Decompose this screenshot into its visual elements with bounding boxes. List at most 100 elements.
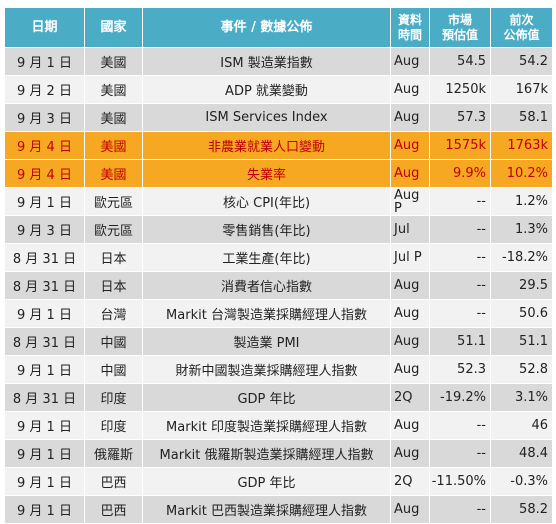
- cell-forecast: 57.3: [429, 103, 491, 132]
- table-row: 9 月 3 日美國 ISM Services Index Aug 57.3 58.1: [4, 103, 553, 132]
- cell-previous: 46: [490, 411, 553, 440]
- cell-country: 美國: [84, 103, 143, 132]
- cell-date: 9 月 1 日: [4, 467, 85, 496]
- cell-event: 失業率: [142, 159, 391, 188]
- cell-forecast: --: [429, 243, 491, 272]
- table-row: 9 月 1 日巴西 Markit 巴西製造業採購經理人指數 Aug -- 58.2: [4, 495, 553, 524]
- table-row: 9 月 4 日美國 非農業就業人口變動 Aug 1575k 1763k: [4, 131, 553, 160]
- cell-forecast: --: [429, 495, 491, 524]
- cell-period: Jul P: [390, 243, 430, 272]
- cell-country: 印度: [84, 411, 143, 440]
- table-row: 9 月 1 日印度 Markit 印度製造業採購經理人指數 Aug -- 46: [4, 411, 553, 440]
- cell-forecast: -11.50%: [429, 467, 491, 496]
- cell-previous: 1763k: [490, 131, 553, 160]
- table-row: 9 月 1 日台灣 Markit 台灣製造業採購經理人指數 Aug -- 50.6: [4, 299, 553, 328]
- cell-period: Aug: [390, 159, 430, 188]
- header-period: 資料 時間: [390, 7, 430, 48]
- cell-previous: 58.2: [490, 495, 553, 524]
- cell-event: GDP 年比: [142, 467, 391, 496]
- table-row: 9 月 1 日俄羅斯 Markit 俄羅斯製造業採購經理人指數 Aug -- 48.4: [4, 439, 553, 468]
- cell-event: ISM 製造業指數: [142, 47, 391, 76]
- cell-event: Markit 印度製造業採購經理人指數: [142, 411, 391, 440]
- cell-country: 美國: [84, 159, 143, 188]
- cell-forecast: --: [429, 215, 491, 244]
- cell-event: 工業生產(年比): [142, 243, 391, 272]
- cell-country: 美國: [84, 75, 143, 104]
- cell-date: 9 月 1 日: [4, 355, 85, 384]
- header-period-line2: 時間: [397, 27, 422, 42]
- header-previous-line1: 前次: [509, 12, 534, 27]
- table-row: 8 月 31 日日本 消費者信心指數 Aug -- 29.5: [4, 271, 553, 300]
- table-row: 9 月 1 日巴西 GDP 年比 2Q -11.50% -0.3%: [4, 467, 553, 496]
- cell-country: 日本: [84, 271, 143, 300]
- cell-previous: 10.2%: [490, 159, 553, 188]
- cell-event: 財新中國製造業採購經理人指數: [142, 355, 391, 384]
- header-event: 事件 / 數據公佈: [142, 7, 391, 48]
- cell-forecast: --: [429, 187, 491, 216]
- cell-period: Aug: [390, 131, 430, 160]
- cell-date: 9 月 3 日: [4, 215, 85, 244]
- cell-previous: 3.1%: [490, 383, 553, 412]
- cell-previous: 52.8: [490, 355, 553, 384]
- table-row: 8 月 31 日印度 GDP 年比 2Q -19.2% 3.1%: [4, 383, 553, 412]
- cell-date: 8 月 31 日: [4, 327, 85, 356]
- cell-date: 8 月 31 日: [4, 243, 85, 272]
- header-period-line1: 資料: [397, 12, 422, 27]
- table-row: 9 月 1 日中國 財新中國製造業採購經理人指數 Aug 52.3 52.8: [4, 355, 553, 384]
- cell-event: 製造業 PMI: [142, 327, 391, 356]
- header-forecast: 市場 預估值: [429, 7, 491, 48]
- table-header: 日期 國家 事件 / 數據公佈 資料 時間 市場 預估值 前次 公佈值: [4, 7, 553, 48]
- cell-country: 印度: [84, 383, 143, 412]
- table-body: 9 月 1 日美國 ISM 製造業指數 Aug 54.5 54.2 9 月 2 日美國 AD…: [4, 47, 553, 524]
- header-previous: 前次 公佈值: [490, 7, 553, 48]
- cell-date: 8 月 31 日: [4, 383, 85, 412]
- cell-event: GDP 年比: [142, 383, 391, 412]
- cell-date: 9 月 1 日: [4, 299, 85, 328]
- cell-forecast: --: [429, 299, 491, 328]
- cell-date: 9 月 4 日: [4, 131, 85, 160]
- cell-period: Aug: [390, 75, 430, 104]
- cell-period: Aug: [390, 327, 430, 356]
- cell-previous: 54.2: [490, 47, 553, 76]
- cell-forecast: 1575k: [429, 131, 491, 160]
- cell-period: 2Q: [390, 467, 430, 496]
- cell-date: 9 月 1 日: [4, 439, 85, 468]
- cell-country: 中國: [84, 327, 143, 356]
- cell-previous: -0.3%: [490, 467, 553, 496]
- cell-country: 台灣: [84, 299, 143, 328]
- cell-previous: -18.2%: [490, 243, 553, 272]
- cell-event: 零售銷售(年比): [142, 215, 391, 244]
- cell-event: 非農業就業人口變動: [142, 131, 391, 160]
- cell-period: Aug: [390, 439, 430, 468]
- table-row: 9 月 3 日歐元區 零售銷售(年比) Jul -- 1.3%: [4, 215, 553, 244]
- header-forecast-line2: 預估值: [441, 27, 478, 42]
- cell-forecast: 51.1: [429, 327, 491, 356]
- cell-forecast: 9.9%: [429, 159, 491, 188]
- cell-forecast: 1250k: [429, 75, 491, 104]
- cell-event: Markit 巴西製造業採購經理人指數: [142, 495, 391, 524]
- cell-period: Jul: [390, 215, 430, 244]
- cell-forecast: --: [429, 271, 491, 300]
- cell-forecast: 54.5: [429, 47, 491, 76]
- cell-period: Aug: [390, 47, 430, 76]
- cell-date: 9 月 1 日: [4, 187, 85, 216]
- table-row: 9 月 4 日美國 失業率 Aug 9.9% 10.2%: [4, 159, 553, 188]
- cell-country: 日本: [84, 243, 143, 272]
- header-previous-line2: 公佈值: [503, 27, 540, 42]
- cell-previous: 167k: [490, 75, 553, 104]
- cell-event: Markit 台灣製造業採購經理人指數: [142, 299, 391, 328]
- cell-forecast: --: [429, 439, 491, 468]
- cell-event: Markit 俄羅斯製造業採購經理人指數: [142, 439, 391, 468]
- cell-country: 俄羅斯: [84, 439, 143, 468]
- cell-previous: 1.2%: [490, 187, 553, 216]
- cell-date: 9 月 4 日: [4, 159, 85, 188]
- cell-period: Aug: [390, 355, 430, 384]
- cell-event: 消費者信心指數: [142, 271, 391, 300]
- cell-date: 9 月 1 日: [4, 495, 85, 524]
- table-row: 9 月 2 日美國 ADP 就業變動 Aug 1250k 167k: [4, 75, 553, 104]
- cell-previous: 51.1: [490, 327, 553, 356]
- cell-event: ISM Services Index: [142, 103, 391, 132]
- cell-date: 8 月 31 日: [4, 271, 85, 300]
- cell-previous: 50.6: [490, 299, 553, 328]
- economic-calendar-table: 日期 國家 事件 / 數據公佈 資料 時間 市場 預估值 前次 公佈值 9 月 …: [4, 7, 553, 524]
